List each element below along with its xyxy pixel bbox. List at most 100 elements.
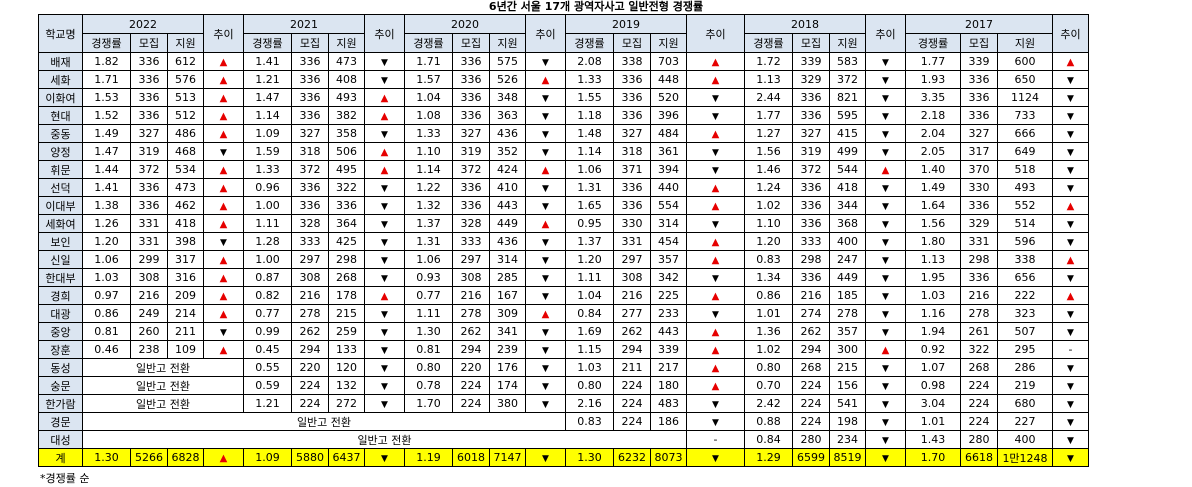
ratio-cell: 2.16 xyxy=(565,394,614,413)
trend-cell: ▲ xyxy=(1052,250,1089,269)
applicants-cell: 554 xyxy=(650,196,687,215)
applicants-cell: 596 xyxy=(997,232,1053,251)
quota-cell: 224 xyxy=(960,394,998,413)
sub-header: 경쟁률 xyxy=(905,33,961,53)
ratio-cell: 1.08 xyxy=(404,106,453,125)
applicants-cell: 338 xyxy=(997,250,1053,269)
ratio-cell: 2.42 xyxy=(744,394,793,413)
trend-down-icon: ▼ xyxy=(882,436,889,446)
applicants-cell: 576 xyxy=(167,70,204,89)
ratio-cell: 1.43 xyxy=(905,430,961,449)
trend-down-icon: ▼ xyxy=(542,148,549,158)
quota-cell: 249 xyxy=(130,304,168,323)
trend-cell: ▲ xyxy=(686,286,745,305)
quota-cell: 224 xyxy=(613,376,651,395)
trend-down-icon: ▼ xyxy=(542,112,549,122)
applicants-cell: 6828 xyxy=(167,448,204,467)
ratio-cell: 2.08 xyxy=(565,52,614,71)
applicants-cell: 512 xyxy=(167,106,204,125)
ratio-cell: 1.53 xyxy=(82,88,131,107)
applicants-cell: 400 xyxy=(829,232,866,251)
ratio-cell: 0.84 xyxy=(565,304,614,323)
ratio-cell: 0.87 xyxy=(243,268,292,287)
applicants-cell: 436 xyxy=(489,232,526,251)
ratio-cell: 1.09 xyxy=(243,448,292,467)
table-row: 이화여 1.53 336 513 ▲ 1.47 336 493 ▲ 1.04 336 348 ▼ 1.55… xyxy=(38,88,1089,107)
ratio-cell: 1.07 xyxy=(905,358,961,377)
applicants-cell: 483 xyxy=(650,394,687,413)
trend-down-icon: ▼ xyxy=(542,382,549,392)
trend-cell: ▲ xyxy=(364,88,405,107)
trend-down-icon: ▼ xyxy=(381,76,388,86)
applicants-cell: 186 xyxy=(650,412,687,431)
trend-cell: ▲ xyxy=(1052,196,1089,215)
quota-cell: 308 xyxy=(452,268,490,287)
quota-cell: 328 xyxy=(291,214,329,233)
quota-cell: 294 xyxy=(452,340,490,359)
trend-cell: ▲ xyxy=(865,340,906,359)
ratio-cell: 1.37 xyxy=(404,214,453,233)
applicants-cell: 612 xyxy=(167,52,204,71)
applicants-cell: 520 xyxy=(650,88,687,107)
applicants-cell: 344 xyxy=(829,196,866,215)
ratio-cell: 1.95 xyxy=(905,268,961,287)
trend-header: 추이 xyxy=(203,14,244,53)
total-row: 계 1.30 5266 6828 ▲ 1.09 5880 6437 ▼ 1.19 6018 7147 ▼… xyxy=(38,448,1089,467)
trend-up-icon: ▲ xyxy=(711,255,720,266)
ratio-cell: 1.59 xyxy=(243,142,292,161)
quota-cell: 336 xyxy=(613,196,651,215)
quota-cell: 216 xyxy=(452,286,490,305)
trend-down-icon: ▼ xyxy=(542,238,549,248)
trend-cell: ▼ xyxy=(1052,394,1089,413)
trend-down-icon: ▼ xyxy=(381,184,388,194)
applicants-cell: 198 xyxy=(829,412,866,431)
trend-down-icon: ▼ xyxy=(1067,454,1074,464)
applicants-cell: 133 xyxy=(328,340,365,359)
ratio-cell: 1.71 xyxy=(404,52,453,71)
trend-cell: ▲ xyxy=(686,340,745,359)
trend-up-icon: ▲ xyxy=(711,381,720,392)
ratio-cell: 1.24 xyxy=(744,178,793,197)
table-row: 대성 일반고 전환 -0.84 280 234 ▼ 1.43 280 400 ▼ xyxy=(38,430,1089,449)
quota-cell: 278 xyxy=(291,304,329,323)
quota-cell: 268 xyxy=(960,358,998,377)
applicants-cell: 7147 xyxy=(489,448,526,467)
trend-cell: ▼ xyxy=(1052,160,1089,179)
applicants-cell: 219 xyxy=(997,376,1053,395)
ratio-cell: 1.33 xyxy=(565,70,614,89)
trend-down-icon: ▼ xyxy=(882,238,889,248)
sub-header: 경쟁률 xyxy=(82,33,131,53)
applicants-cell: 575 xyxy=(489,52,526,71)
applicants-cell: 298 xyxy=(328,250,365,269)
sub-header: 경쟁률 xyxy=(243,33,292,53)
applicants-cell: 215 xyxy=(328,304,365,323)
trend-cell: ▼ xyxy=(1052,358,1089,377)
trend-up-icon: ▲ xyxy=(711,129,720,140)
quota-cell: 336 xyxy=(960,88,998,107)
trend-cell: ▼ xyxy=(525,196,566,215)
trend-down-icon: ▼ xyxy=(381,328,388,338)
trend-down-icon: ▼ xyxy=(712,454,719,464)
applicants-cell: 518 xyxy=(997,160,1053,179)
quota-cell: 294 xyxy=(613,340,651,359)
ratio-cell: 1.14 xyxy=(243,106,292,125)
trend-cell: ▼ xyxy=(865,430,906,449)
trend-down-icon: ▼ xyxy=(542,454,549,464)
sub-header: 모집 xyxy=(291,33,329,53)
applicants-cell: 180 xyxy=(650,376,687,395)
quota-cell: 220 xyxy=(291,358,329,377)
trend-up-icon: ▲ xyxy=(541,75,550,86)
ratio-cell: 1.72 xyxy=(744,52,793,71)
ratio-cell: 1.14 xyxy=(565,142,614,161)
trend-cell: ▲ xyxy=(203,214,244,233)
ratio-cell: 1.15 xyxy=(565,340,614,359)
applicants-cell: 341 xyxy=(489,322,526,341)
quota-cell: 220 xyxy=(452,358,490,377)
ratio-cell: 1.01 xyxy=(905,412,961,431)
applicants-cell: 462 xyxy=(167,196,204,215)
trend-up-icon: ▲ xyxy=(219,183,228,194)
trend-cell: ▲ xyxy=(686,250,745,269)
quota-cell: 280 xyxy=(960,430,998,449)
ratio-cell: 1.56 xyxy=(905,214,961,233)
footnote: *경쟁률 순 xyxy=(40,472,90,485)
